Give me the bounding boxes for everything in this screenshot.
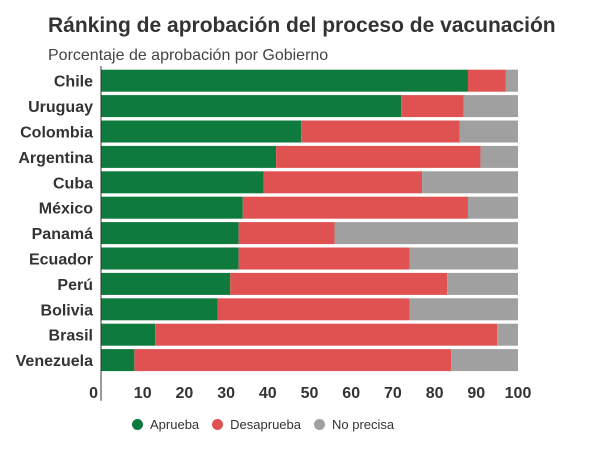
legend-item: Aprueba bbox=[132, 417, 199, 432]
bar-segment-desaprueba bbox=[263, 171, 423, 194]
bar-segment-desaprueba bbox=[238, 247, 410, 270]
bar-segment-aprueba bbox=[101, 145, 277, 168]
x-tick-label: 30 bbox=[217, 385, 235, 402]
category-label: Chile bbox=[54, 74, 93, 91]
bar-segment-no-precisa bbox=[451, 349, 518, 372]
bar-segment-desaprueba bbox=[401, 95, 464, 118]
bar-segment-aprueba bbox=[101, 272, 231, 295]
chart-title: Ránking de aprobación del proceso de vac… bbox=[48, 14, 556, 37]
bar-segment-aprueba bbox=[101, 120, 302, 143]
bar-segment-desaprueba bbox=[230, 272, 448, 295]
bar-segment-no-precisa bbox=[467, 196, 518, 219]
x-tick-label: 100 bbox=[505, 385, 532, 402]
chart-subtitle: Porcentaje de aprobación por Gobierno bbox=[48, 47, 329, 64]
bar-segment-desaprueba bbox=[276, 145, 481, 168]
bar-segment-aprueba bbox=[101, 222, 239, 245]
bar-segment-no-precisa bbox=[497, 323, 518, 346]
bar-segment-desaprueba bbox=[242, 196, 468, 219]
bar-segment-no-precisa bbox=[459, 120, 518, 143]
bar-segment-no-precisa bbox=[409, 298, 518, 321]
stacked-bar-chart: Chile Uruguay Colombia Argentina Cuba México P… bbox=[16, 66, 532, 402]
legend-item: No precisa bbox=[313, 417, 395, 432]
legend-label: Aprueba bbox=[150, 417, 200, 432]
legend-swatch bbox=[313, 419, 325, 430]
x-tick-label: 60 bbox=[342, 385, 360, 402]
x-tick-label: 90 bbox=[467, 385, 485, 402]
category-label: Brasil bbox=[49, 328, 93, 345]
legend-item: Desaprueba bbox=[212, 417, 301, 432]
bar-segment-no-precisa bbox=[422, 171, 518, 194]
bar-segment-no-precisa bbox=[447, 272, 518, 295]
category-label: Argentina bbox=[18, 150, 93, 167]
legend-label: Desaprueba bbox=[230, 417, 301, 432]
bar-segment-desaprueba bbox=[467, 69, 506, 92]
bar-segment-aprueba bbox=[101, 323, 156, 346]
bar-segment-no-precisa bbox=[409, 247, 518, 270]
x-tick-label: 0 bbox=[89, 385, 98, 402]
bar-segment-aprueba bbox=[101, 196, 243, 219]
bar-segment-aprueba bbox=[101, 95, 402, 118]
legend-swatch bbox=[132, 419, 143, 430]
legend: Aprueba Desaprueba No precisa bbox=[132, 417, 407, 432]
bar-segment-aprueba bbox=[101, 349, 135, 372]
bar-segment-aprueba bbox=[101, 247, 239, 270]
category-label: Bolivia bbox=[41, 302, 94, 319]
bar-segment-aprueba bbox=[101, 69, 468, 92]
bar-segment-desaprueba bbox=[155, 323, 498, 346]
x-tick-label: 70 bbox=[384, 385, 402, 402]
bar-segment-desaprueba bbox=[134, 349, 452, 372]
x-tick-label: 50 bbox=[301, 385, 319, 402]
legend-label: No precisa bbox=[331, 417, 395, 432]
x-tick-label: 20 bbox=[176, 385, 194, 402]
category-label: Venezuela bbox=[16, 353, 93, 370]
category-label: México bbox=[39, 201, 93, 218]
x-tick-label: 40 bbox=[259, 385, 277, 402]
bar-segment-desaprueba bbox=[301, 120, 460, 143]
bar-segment-aprueba bbox=[101, 171, 264, 194]
bar-segment-no-precisa bbox=[505, 69, 518, 92]
category-label: Panamá bbox=[32, 226, 93, 243]
category-label: Cuba bbox=[53, 175, 93, 192]
category-label: Colombia bbox=[20, 125, 93, 142]
bar-segment-desaprueba bbox=[217, 298, 410, 321]
x-tick-label: 10 bbox=[134, 385, 152, 402]
category-label: Uruguay bbox=[28, 99, 93, 116]
bar-segment-aprueba bbox=[101, 298, 218, 321]
bar-segment-no-precisa bbox=[334, 222, 518, 245]
category-label: Ecuador bbox=[29, 252, 93, 269]
bar-segment-no-precisa bbox=[480, 145, 518, 168]
bar-segment-desaprueba bbox=[238, 222, 335, 245]
x-tick-label: 80 bbox=[426, 385, 444, 402]
category-label: Perú bbox=[57, 277, 93, 294]
legend-swatch bbox=[212, 419, 224, 430]
bar-segment-no-precisa bbox=[463, 95, 518, 118]
